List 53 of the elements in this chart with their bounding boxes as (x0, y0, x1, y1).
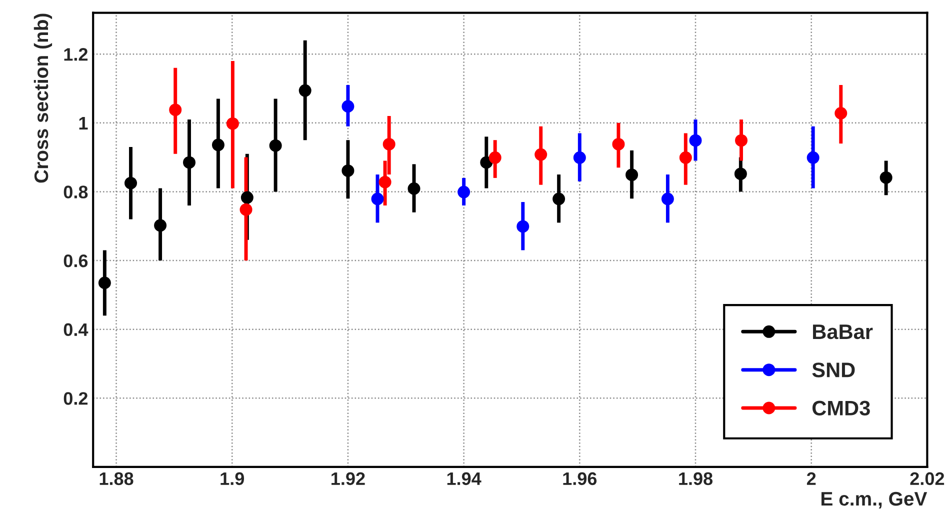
y-tick-label: 0.6 (64, 254, 88, 268)
legend-label: CMD3 (812, 400, 870, 416)
x-tick-label: 1.88 (100, 472, 134, 486)
point (880, 171, 892, 184)
point (342, 164, 354, 177)
point (342, 100, 354, 113)
point (806, 151, 820, 164)
point (378, 176, 392, 188)
point (488, 151, 502, 164)
y-axis-title: Cross section (nb) (34, 14, 52, 183)
point (735, 134, 748, 147)
x-tick-label: 2.02 (910, 472, 944, 486)
point (371, 192, 384, 206)
point (169, 104, 182, 116)
point (240, 191, 254, 204)
x-tick-label: 2 (806, 472, 816, 485)
point (382, 138, 396, 150)
y-tick-label: 1 (79, 117, 88, 130)
y-tick-label: 0.8 (64, 186, 88, 198)
point (212, 138, 224, 152)
point (612, 138, 625, 150)
x-tick-label: 1.98 (679, 472, 713, 486)
point (408, 182, 420, 195)
point (734, 168, 747, 180)
point (516, 220, 530, 233)
point (226, 117, 239, 130)
point (661, 192, 674, 206)
y-tick-label: 0.4 (64, 323, 88, 336)
point (124, 176, 137, 190)
x-tick-label: 1.96 (563, 472, 597, 486)
x-tick-label: 1.92 (332, 472, 365, 486)
x-tick-label: 1.94 (447, 472, 482, 486)
point (458, 186, 470, 198)
point (480, 156, 493, 169)
point (834, 107, 848, 120)
point (626, 168, 638, 182)
point (154, 219, 167, 232)
point (98, 276, 111, 290)
point (552, 192, 566, 206)
legend-label: BaBar (813, 324, 873, 340)
point (679, 151, 692, 164)
point (240, 203, 252, 216)
point (183, 156, 196, 169)
point (534, 148, 548, 161)
y-tick-label: 0.2 (64, 392, 88, 405)
legend-label: SND (812, 362, 855, 378)
y-tick-label: 1.2 (64, 48, 88, 61)
point (573, 151, 586, 164)
point (298, 84, 312, 97)
x-tick-label: 1.9 (220, 472, 244, 486)
point (689, 134, 702, 147)
point (269, 139, 282, 152)
x-axis-title: E c.m., GeV (822, 492, 928, 509)
